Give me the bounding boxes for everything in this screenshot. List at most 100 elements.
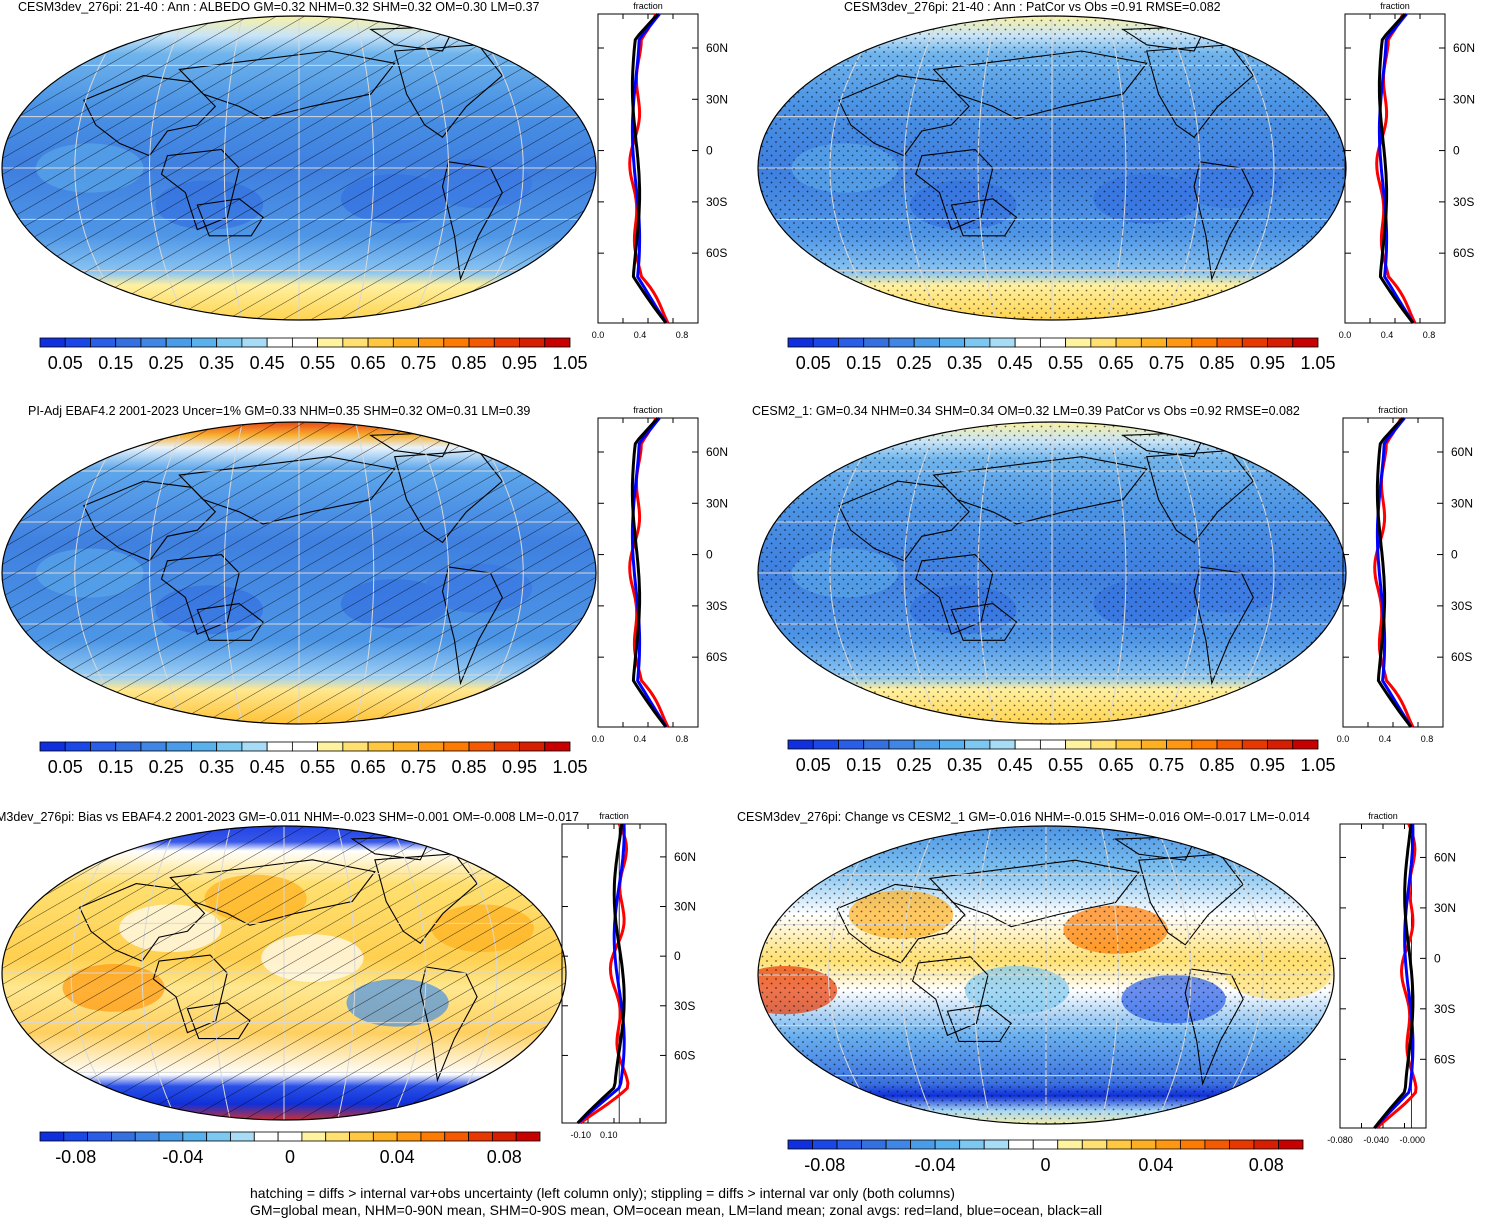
colorbar-bin — [266, 741, 293, 752]
colorbar-label: 0.85 — [1200, 755, 1235, 775]
colorbar-bin — [1039, 337, 1067, 348]
zonal-ytick: 30S — [674, 999, 695, 1013]
colorbar-label: 0.35 — [947, 755, 982, 775]
colorbar-bin — [910, 1139, 936, 1150]
colorbar-bin — [191, 741, 218, 752]
zonal-ytick: 30S — [706, 599, 727, 613]
colorbar: 0.05 0.15 0.25 0.35 0.45 0.55 0.65 0.75 0.85 0.95… — [787, 337, 1336, 373]
colorbar-bin — [468, 741, 495, 752]
colorbar-bin — [863, 337, 890, 348]
colorbar-bin — [372, 1131, 398, 1142]
colorbar-bin — [1216, 337, 1243, 348]
colorbar-bin — [1191, 739, 1218, 750]
colorbar-bin — [1106, 1139, 1132, 1150]
colorbar-bin — [989, 739, 1016, 750]
zonal-ytick: 30N — [1453, 92, 1475, 106]
colorbar-label: 0.08 — [487, 1147, 522, 1167]
zonal-xtick: -0.10 — [570, 1130, 591, 1140]
colorbar-bin — [301, 1131, 327, 1142]
zonal-ytick: 30N — [674, 900, 696, 914]
colorbar-bin — [491, 1131, 517, 1142]
colorbar-bin — [861, 1139, 887, 1150]
colorbar-bin — [787, 739, 814, 750]
colorbar-bin — [39, 337, 66, 348]
colorbar-bin — [787, 1139, 813, 1150]
zonal-xtick: 0.0 — [1337, 734, 1350, 744]
colorbar-label: 0.04 — [1138, 1155, 1173, 1175]
colorbar-bin — [989, 337, 1016, 348]
map-plot — [1, 825, 567, 1121]
colorbar-label: -0.04 — [162, 1147, 203, 1167]
panel-title: PI-Adj EBAF4.2 2001-2023 Uncer=1% GM=0.3… — [28, 404, 531, 418]
colorbar-label: -0.08 — [804, 1155, 845, 1175]
colorbar-label: 0.75 — [1149, 755, 1184, 775]
colorbar-label: 0.65 — [1099, 755, 1134, 775]
colorbar-bin — [544, 337, 571, 348]
colorbar-bin — [863, 739, 890, 750]
colorbar-bin — [493, 741, 520, 752]
zonal-mean-line — [630, 417, 668, 728]
colorbar-bin — [241, 741, 268, 752]
zonal-mean-line — [1373, 823, 1415, 1129]
colorbar-label: 0.95 — [502, 757, 537, 777]
colorbar-bin — [519, 741, 546, 752]
colorbar-label: 0.15 — [98, 757, 133, 777]
zonal-xlabel: fraction — [1368, 811, 1398, 821]
colorbar-label: 0.65 — [351, 757, 386, 777]
colorbar-bin — [165, 337, 192, 348]
colorbar-bin — [515, 1131, 541, 1142]
zonal-xtick: 0.4 — [634, 330, 647, 340]
colorbar-label: 0.05 — [48, 353, 83, 373]
zonal-mean-plot: fraction 60N 30N 0 30S 60S 0.0 0.4 0.8 — [592, 1, 728, 340]
colorbar-bin — [787, 337, 814, 348]
colorbar-bin — [367, 337, 394, 348]
colorbar-label: 1.05 — [552, 353, 587, 373]
colorbar-bin — [367, 741, 394, 752]
panel-title: M3dev_276pi: Bias vs EBAF4.2 2001-2023 G… — [0, 810, 580, 824]
zonal-xtick: 0.8 — [676, 330, 689, 340]
colorbar-bin — [468, 337, 495, 348]
colorbar-bin — [191, 337, 218, 348]
colorbar-label: 0.25 — [149, 353, 184, 373]
colorbar-bin — [885, 1139, 912, 1150]
colorbar-label: -0.08 — [55, 1147, 96, 1167]
colorbar-bin — [230, 1131, 255, 1142]
zonal-ytick: 30S — [1451, 599, 1472, 613]
zonal-ytick: 30N — [1434, 901, 1456, 915]
colorbar-bin — [418, 337, 445, 348]
map-plot — [757, 421, 1347, 725]
colorbar-bin — [317, 741, 344, 752]
zonal-ytick: 30N — [706, 92, 728, 106]
colorbar-label: 0.25 — [149, 757, 184, 777]
colorbar-bin — [1014, 739, 1041, 750]
colorbar-bin — [1057, 1139, 1083, 1150]
colorbar-label: 0.15 — [98, 353, 133, 373]
colorbar-bin — [1204, 1139, 1230, 1150]
colorbar-bin — [544, 741, 571, 752]
zonal-xtick: 0.0 — [592, 734, 605, 744]
zonal-ytick: 60N — [674, 850, 696, 864]
colorbar-label: 0.08 — [1249, 1155, 1284, 1175]
colorbar-bin — [90, 741, 117, 752]
zonal-mean-line — [576, 823, 626, 1125]
colorbar-bin — [1278, 1139, 1304, 1150]
colorbar-bin — [418, 741, 445, 752]
zonal-mean-line — [1375, 416, 1413, 728]
colorbar-bin — [87, 1131, 112, 1142]
colorbar-bin — [165, 741, 192, 752]
zonal-xtick: 0.4 — [1379, 734, 1392, 744]
colorbar-bin — [812, 1139, 838, 1150]
colorbar-label: 1.05 — [1300, 353, 1335, 373]
colorbar-bin — [934, 1139, 961, 1150]
colorbar-bin — [1140, 739, 1167, 750]
colorbar-bin — [959, 1139, 985, 1150]
map-plot — [757, 15, 1347, 321]
zonal-xtick: -0.000 — [1399, 1135, 1425, 1145]
colorbar-label: 0.85 — [452, 353, 487, 373]
map-plot — [1, 15, 597, 321]
colorbar-label: 0.65 — [1099, 353, 1134, 373]
colorbar-label: 0.65 — [351, 353, 386, 373]
colorbar-label: 1.05 — [1300, 755, 1335, 775]
colorbar: 0.05 0.15 0.25 0.35 0.45 0.55 0.65 0.75 0.85 0.95… — [39, 741, 588, 777]
colorbar-bin — [182, 1131, 208, 1142]
